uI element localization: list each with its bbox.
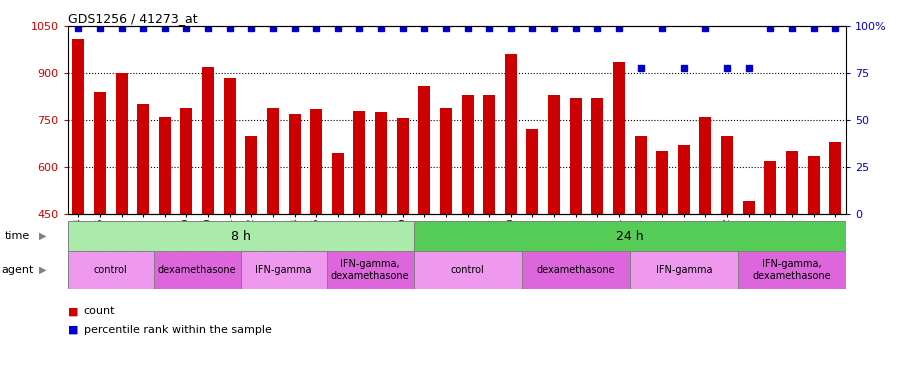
Bar — [738, 251, 846, 289]
Bar — [656, 151, 668, 214]
Bar — [786, 151, 798, 214]
Text: 8 h: 8 h — [230, 230, 250, 243]
Bar — [310, 109, 322, 214]
Text: 24 h: 24 h — [616, 230, 644, 243]
Text: control: control — [94, 265, 128, 275]
Bar — [505, 54, 517, 214]
Text: time: time — [4, 231, 30, 241]
Bar — [267, 108, 279, 214]
Bar — [764, 160, 777, 214]
Text: ■: ■ — [68, 325, 78, 335]
Text: control: control — [451, 265, 484, 275]
Bar — [68, 251, 154, 289]
Bar — [591, 98, 603, 214]
Bar — [397, 118, 409, 214]
Bar — [634, 136, 646, 214]
Text: percentile rank within the sample: percentile rank within the sample — [84, 325, 272, 335]
Bar — [202, 67, 214, 214]
Text: count: count — [84, 306, 115, 316]
Bar — [483, 95, 495, 214]
Bar — [807, 156, 820, 214]
Bar — [570, 98, 581, 214]
Bar — [440, 108, 452, 214]
Text: IFN-gamma,
dexamethasone: IFN-gamma, dexamethasone — [331, 259, 410, 281]
Bar — [327, 251, 413, 289]
Text: dexamethasone: dexamethasone — [536, 265, 615, 275]
Bar — [721, 136, 733, 214]
Text: dexamethasone: dexamethasone — [158, 265, 237, 275]
Text: agent: agent — [2, 265, 34, 275]
Bar — [137, 104, 149, 214]
Bar — [829, 142, 842, 214]
Bar — [742, 201, 754, 214]
Bar — [354, 111, 365, 214]
Text: ▶: ▶ — [39, 265, 46, 275]
Bar — [413, 221, 846, 251]
Text: ▶: ▶ — [39, 231, 46, 241]
Bar — [548, 95, 560, 214]
Bar — [613, 62, 625, 214]
Bar — [462, 95, 473, 214]
Bar — [68, 221, 413, 251]
Text: ■: ■ — [68, 306, 78, 316]
Bar — [418, 86, 430, 214]
Text: IFN-gamma: IFN-gamma — [256, 265, 312, 275]
Bar — [115, 73, 128, 214]
Bar — [159, 117, 171, 214]
Text: IFN-gamma: IFN-gamma — [655, 265, 712, 275]
Bar — [154, 251, 240, 289]
Bar — [332, 153, 344, 214]
Text: IFN-gamma,
dexamethasone: IFN-gamma, dexamethasone — [752, 259, 832, 281]
Bar — [413, 251, 522, 289]
Bar — [246, 136, 257, 214]
Bar — [181, 108, 193, 214]
Bar — [224, 78, 236, 214]
Bar — [699, 117, 711, 214]
Bar — [289, 114, 301, 214]
Bar — [526, 129, 538, 214]
Bar — [94, 92, 106, 214]
Bar — [240, 251, 327, 289]
Bar — [375, 112, 387, 214]
Bar — [72, 39, 85, 214]
Bar — [630, 251, 738, 289]
Bar — [678, 145, 689, 214]
Bar — [522, 251, 630, 289]
Text: GDS1256 / 41273_at: GDS1256 / 41273_at — [68, 12, 197, 25]
